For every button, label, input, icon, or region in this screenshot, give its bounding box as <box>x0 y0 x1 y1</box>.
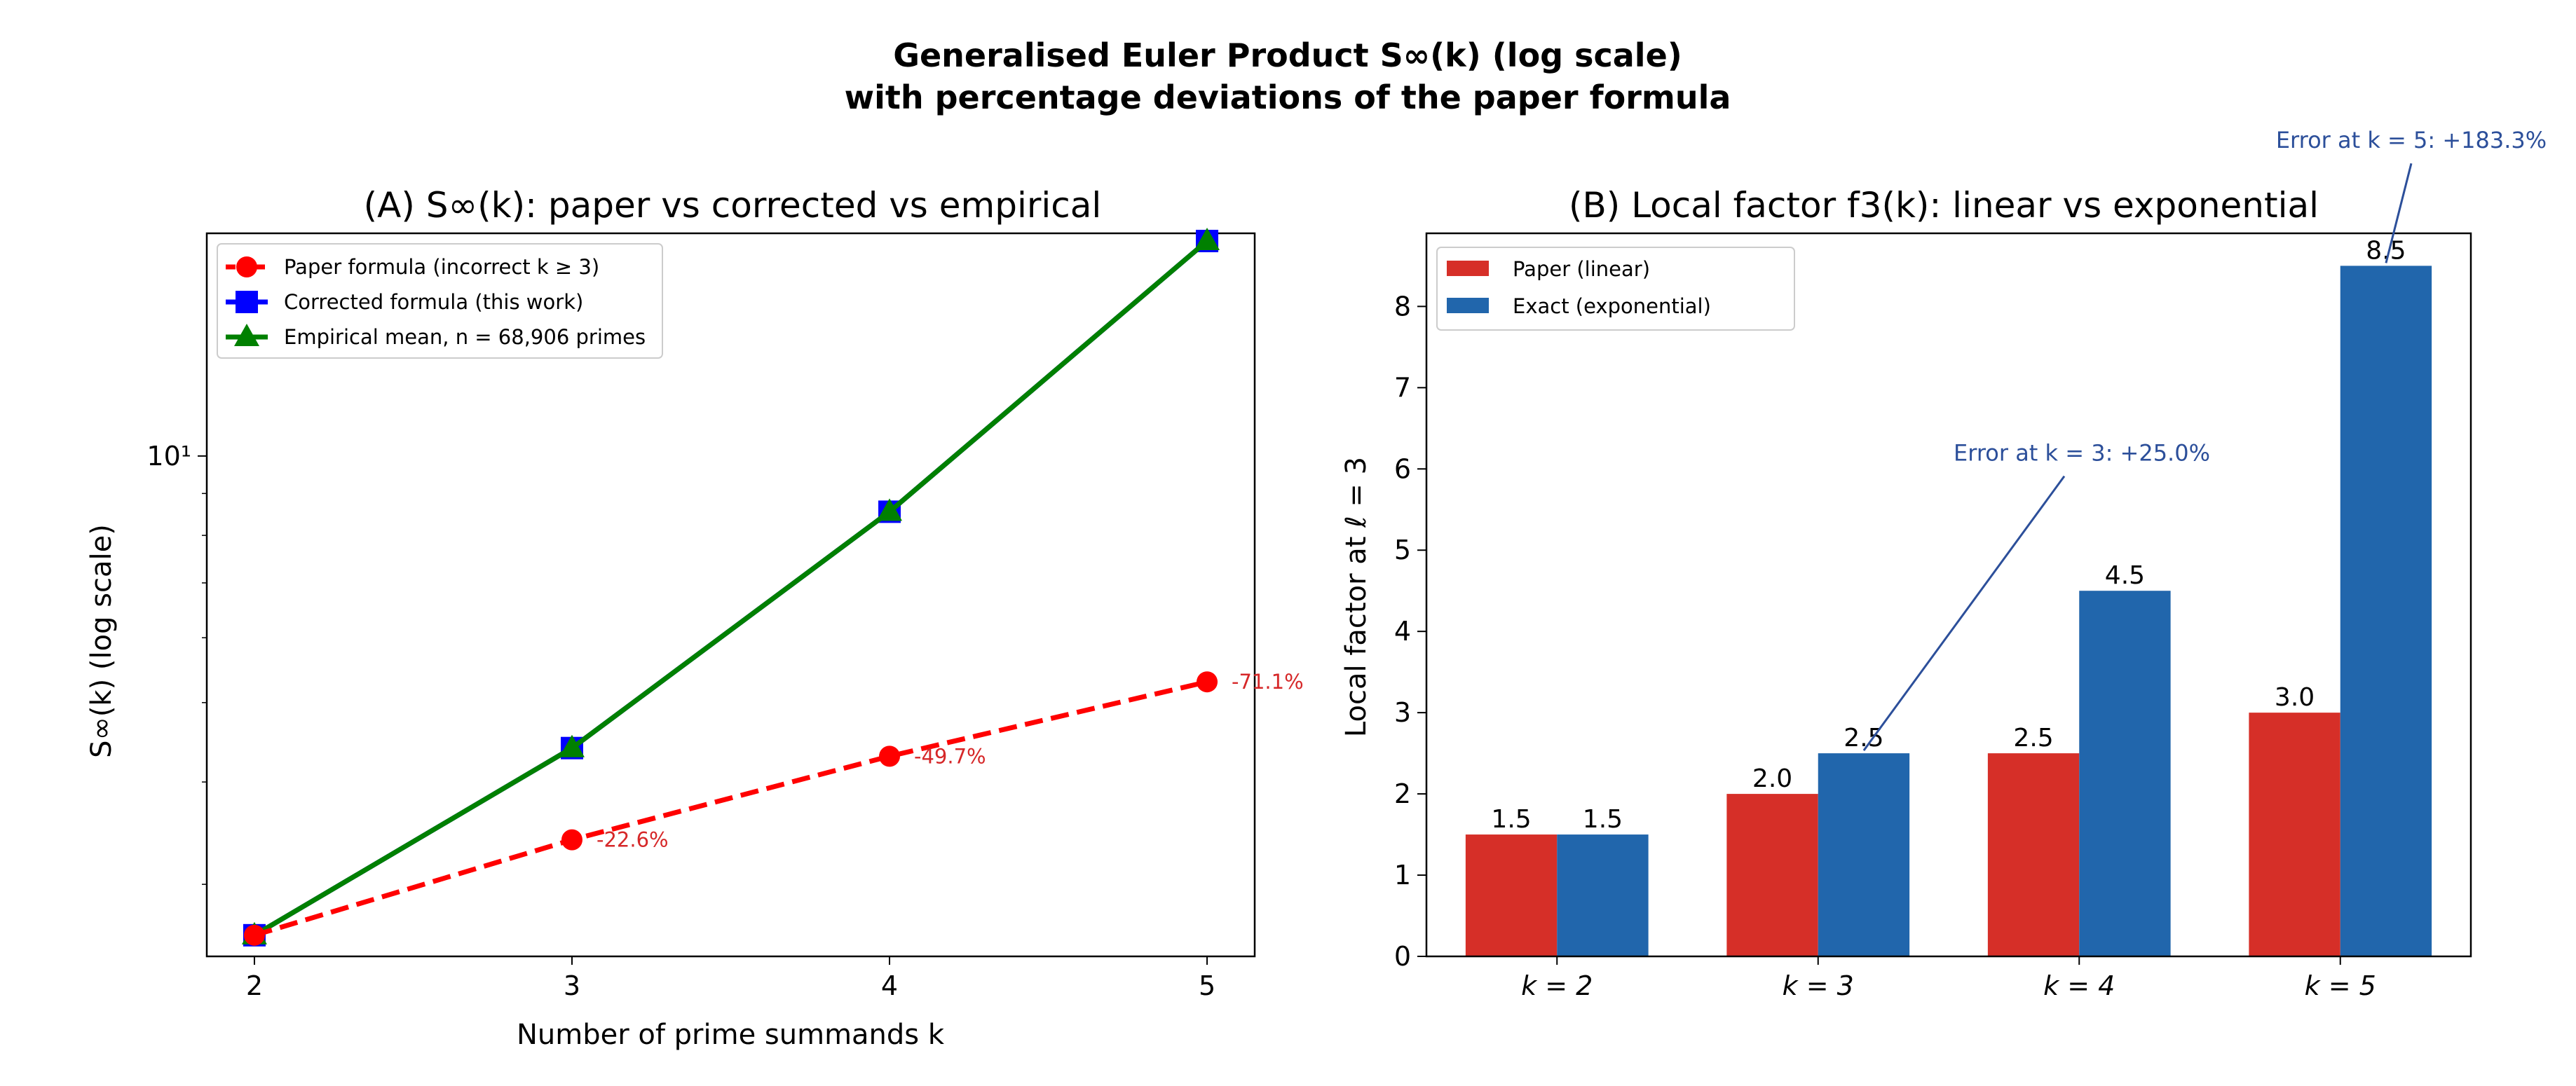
panel-a-plot-area: 2 3 4 5 10¹ -22.6% -49.7% -71.1% <box>146 227 1304 1001</box>
panel-b-bar <box>1465 834 1558 956</box>
panel-b-xtick-label: k = 5 <box>2305 970 2376 1001</box>
panel-a-xlabel: Number of prime summands k <box>517 1019 945 1051</box>
panel-a-legend-marker <box>234 324 259 346</box>
panel-b-legend-swatch <box>1447 298 1489 313</box>
panel-a-series-line <box>253 679 1208 938</box>
panel-a-legend: Paper formula (incorrect k ≥ 3) Corrected… <box>217 243 663 359</box>
panel-b-bar-value-label: 2.5 <box>2013 724 2053 752</box>
panel-a-ytick-label: 10¹ <box>146 441 191 472</box>
panel-a-data-point <box>877 498 903 521</box>
panel-b-bar-value-label: 2.0 <box>1752 764 1792 793</box>
panel-b-legend-label: Paper (linear) <box>1513 257 1650 281</box>
panel-b-ytick-label: 7 <box>1394 372 1411 403</box>
panel-b-bar-chart: (B) Local factor f3(k): linear vs expone… <box>1340 127 2547 1001</box>
panel-a-data-point <box>561 829 582 851</box>
panel-b-annotation-label: Error at k = 3: +25.0% <box>1954 440 2210 467</box>
panel-a-xtick-label: 5 <box>1199 970 1215 1001</box>
panel-a-xtick-label: 3 <box>564 970 580 1001</box>
panel-b-xtick-label: k = 2 <box>1521 970 1593 1001</box>
panel-b-bar-value-label: 4.5 <box>2105 561 2145 590</box>
panel-b-frame <box>1425 232 2472 958</box>
panel-b-bar <box>2079 591 2171 956</box>
panel-b-bar-value-label: 1.5 <box>1583 805 1623 834</box>
panel-a-legend-marker <box>236 256 257 277</box>
panel-b-plot-area: 0 1 2 3 4 5 6 7 8 1.5 1.5 k = 2 2.0 2.5 k = 3 2.5 4.5 k =… <box>1394 127 2547 1001</box>
panel-b-ytick-label: 8 <box>1394 291 1411 322</box>
panel-a-deviation-label: -71.1% <box>1232 670 1304 694</box>
panel-b-ytick-label: 6 <box>1394 453 1411 484</box>
panel-b-ytick-label: 1 <box>1394 860 1411 891</box>
panel-b-bar <box>1987 753 2080 956</box>
panel-b-legend-swatch <box>1447 261 1489 276</box>
panel-b-bar <box>2249 713 2340 956</box>
figure-title-line-2: with percentage deviations of the paper … <box>845 78 1731 116</box>
panel-a-data-point <box>1197 671 1218 693</box>
panel-b-xtick-label: k = 4 <box>2043 970 2115 1001</box>
panel-b-xtick-label: k = 3 <box>1783 970 1854 1001</box>
panel-b-ylabel: Local factor at ℓ = 3 <box>1340 457 1372 737</box>
panel-a-ylabel: S∞(k) (log scale) <box>86 524 118 758</box>
panel-a-line-chart: (A) S∞(k): paper vs corrected vs empiric… <box>86 185 1304 1051</box>
panel-a-legend-marker <box>236 291 258 313</box>
panel-a-xtick-label: 4 <box>881 970 898 1001</box>
panel-b-bar-value-label: 1.5 <box>1491 805 1531 834</box>
panel-b-bar <box>1818 753 1910 956</box>
panel-b-annotation-label: Error at k = 5: +183.3% <box>2276 127 2547 153</box>
panel-a-frame <box>205 232 1256 958</box>
panel-a-data-point <box>1194 227 1220 250</box>
panel-b-annotation-arrow <box>1862 475 2066 751</box>
panel-a-data-point <box>559 734 585 757</box>
panel-a-legend-label: Corrected formula (this work) <box>284 290 583 314</box>
panel-b-bar-value-label: 3.0 <box>2275 683 2315 712</box>
panel-a-series-line <box>253 239 1209 937</box>
panel-b-ytick-label: 3 <box>1394 697 1411 728</box>
figure-title-line-1: Generalised Euler Product S∞(k) (log sca… <box>893 36 1682 74</box>
panel-b-bar <box>2340 266 2432 956</box>
panel-b-legend-frame <box>1436 247 1795 331</box>
panel-b-bar <box>1557 834 1649 956</box>
panel-b-ytick-label: 5 <box>1394 535 1411 565</box>
panel-b-bar-value-label: 2.5 <box>1844 724 1883 752</box>
panel-b-legend-label: Exact (exponential) <box>1513 294 1711 318</box>
panel-b-ytick-label: 4 <box>1394 616 1411 647</box>
panel-b-bar <box>1726 794 1818 956</box>
panel-a-data-point <box>879 745 901 767</box>
panel-a-title: (A) S∞(k): paper vs corrected vs empiric… <box>364 185 1102 226</box>
panel-a-deviation-label: -22.6% <box>597 828 669 852</box>
panel-a-legend-frame <box>217 243 663 359</box>
panel-b-legend: Paper (linear) Exact (exponential) <box>1436 247 1795 331</box>
panel-b-title: (B) Local factor f3(k): linear vs expone… <box>1569 185 2319 226</box>
panel-b-ytick-label: 0 <box>1394 941 1411 972</box>
panel-b-ytick-label: 2 <box>1394 778 1411 809</box>
panel-a-legend-label: Empirical mean, n = 68,906 primes <box>284 325 646 349</box>
panel-a-legend-label: Paper formula (incorrect k ≥ 3) <box>284 255 599 279</box>
panel-a-xtick-label: 2 <box>246 970 263 1001</box>
panel-a-deviation-label: -49.7% <box>914 744 986 768</box>
panel-a-data-point <box>243 924 265 946</box>
panel-b-annotation-arrow <box>2385 163 2413 263</box>
